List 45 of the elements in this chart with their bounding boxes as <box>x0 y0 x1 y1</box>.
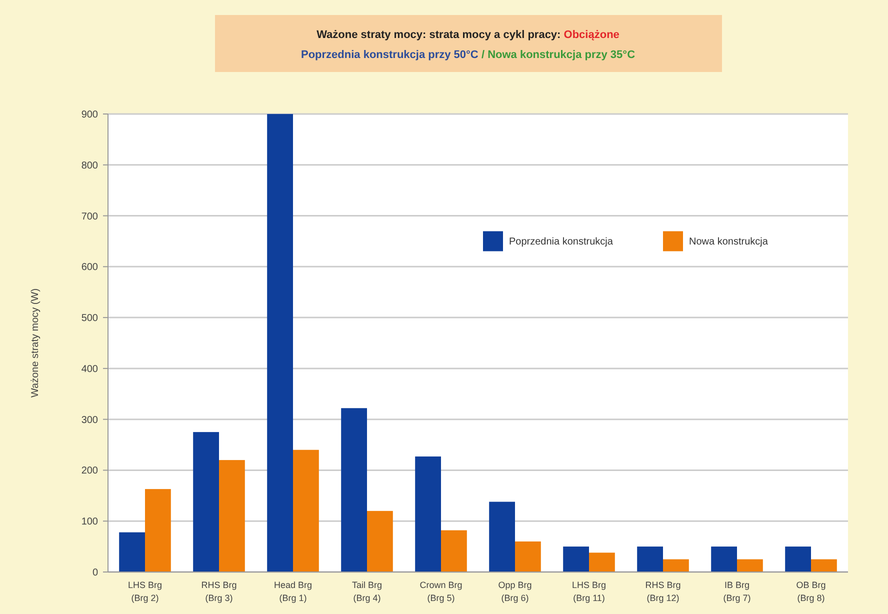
legend-label: Poprzednia konstrukcja <box>509 236 614 248</box>
x-tick-label: IB Brg (Brg 7) <box>723 580 751 603</box>
legend-label: Nowa konstrukcja <box>689 236 768 248</box>
bar <box>589 552 615 572</box>
y-tick-label: 600 <box>81 262 98 274</box>
y-tick-label: 400 <box>81 364 98 375</box>
x-tick-label: Tail Brg (Brg 4) <box>352 580 382 603</box>
x-tick-label: LHS Brg (Brg 11) <box>572 580 606 603</box>
bar <box>785 546 811 572</box>
bar <box>637 546 663 572</box>
bar <box>219 460 245 572</box>
x-tick-label: RHS Brg (Brg 12) <box>645 580 681 603</box>
bar <box>367 510 393 572</box>
x-tick-label: RHS Brg (Brg 3) <box>201 580 237 603</box>
y-tick-label: 900 <box>81 110 98 120</box>
bar <box>193 432 219 572</box>
chart-subtitle: Poprzednia konstrukcja przy 50°C / Nowa konstrukcja przy 35°C <box>300 49 636 61</box>
y-tick-label: 100 <box>81 516 98 528</box>
y-tick-label: 300 <box>81 414 98 426</box>
y-tick-label: 0 <box>92 568 98 578</box>
bar <box>711 546 737 572</box>
bar <box>267 114 293 572</box>
bar <box>563 546 589 572</box>
bar <box>441 530 467 572</box>
bar <box>737 559 763 572</box>
y-tick-label: 500 <box>81 313 98 324</box>
y-axis-title: Ważone straty mocy (W) <box>30 288 41 398</box>
y-tick-label: 800 <box>81 160 98 172</box>
bar <box>145 489 171 572</box>
x-tick-label: Opp Brg (Brg 6) <box>498 580 532 603</box>
chart-title: Ważone straty mocy: strata mocy a cykl pracy: Obciążone <box>316 29 620 41</box>
x-tick-label: Crown Brg (Brg 5) <box>420 580 462 603</box>
bar <box>293 450 319 572</box>
bar <box>119 532 145 572</box>
y-tick-label: 200 <box>81 466 98 477</box>
bar <box>663 559 689 572</box>
bar <box>515 541 541 572</box>
bar <box>415 456 441 572</box>
x-tick-label: OB Brg (Brg 8) <box>796 580 826 603</box>
bar <box>341 408 367 572</box>
y-tick-label: 700 <box>81 211 98 222</box>
x-tick-label: Head Brg (Brg 1) <box>274 580 312 603</box>
bar <box>489 502 515 572</box>
x-tick-label: LHS Brg (Brg 2) <box>128 580 162 603</box>
bar <box>811 559 837 572</box>
